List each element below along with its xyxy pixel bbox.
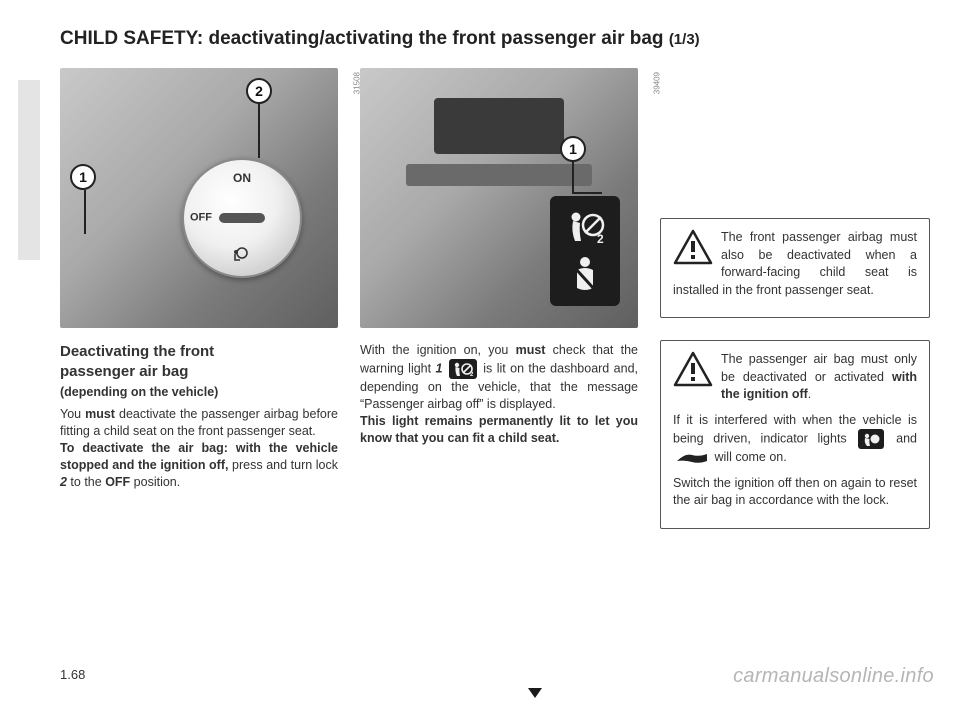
warning-light-panel: 2 xyxy=(550,196,620,306)
warning-triangle-icon xyxy=(673,229,713,271)
figure-2-dashboard: 39409 2 xyxy=(360,68,638,328)
corner-mark-icon xyxy=(528,688,542,698)
svg-text:2: 2 xyxy=(470,372,474,377)
image-id: 39409 xyxy=(652,72,663,94)
section-subheading: (depending on the vehicle) xyxy=(60,384,338,401)
figure-1-airbag-switch: 31508 ON OFF 2 xyxy=(60,68,338,328)
callout-1-label: 1 xyxy=(79,168,87,187)
leader-line xyxy=(572,162,574,192)
warning-triangle-icon xyxy=(673,351,713,393)
title-text: CHILD SAFETY: deactivating/activating th… xyxy=(60,28,664,49)
warning-box-2: The passenger air bag must only be deact… xyxy=(660,340,930,529)
page-number: 1.68 xyxy=(60,667,85,682)
leader-line xyxy=(84,190,86,234)
knob-on-label: ON xyxy=(233,170,251,186)
body-text: You must deactivate the passenger airbag… xyxy=(60,406,338,440)
callout-1-label: 1 xyxy=(569,140,577,159)
airbag-warning-icon xyxy=(858,429,884,449)
airbag-switch-knob: ON OFF xyxy=(182,158,302,278)
dashboard-controls xyxy=(406,164,592,186)
page-title: CHILD SAFETY: deactivating/activating th… xyxy=(60,28,930,50)
body-text: With the ignition on, you must check tha… xyxy=(360,342,638,413)
warning-box-1: The front passenger airbag must also be … xyxy=(660,218,930,318)
content-columns: 31508 ON OFF 2 xyxy=(60,68,930,551)
service-warning-icon xyxy=(675,451,709,465)
section-tab xyxy=(18,80,40,260)
knob-off-label: OFF xyxy=(190,211,212,226)
leader-line xyxy=(572,192,602,194)
section-heading: Deactivating the front passenger air bag xyxy=(60,342,338,383)
dashboard-radio xyxy=(434,98,564,154)
callout-2: 2 xyxy=(246,78,272,104)
column-1: 31508 ON OFF 2 xyxy=(60,68,338,551)
watermark: carmanualsonline.info xyxy=(733,665,934,688)
callout-1: 1 xyxy=(70,164,96,190)
title-page-fraction: (1/3) xyxy=(669,31,700,48)
column-3: The front passenger airbag must also be … xyxy=(660,68,930,551)
passenger-airbag-off-icon: 2 xyxy=(449,359,477,379)
body-text-bold: This light remains permanently lit to le… xyxy=(360,413,638,447)
passenger-airbag-off-icon: 2 xyxy=(563,207,607,247)
manual-page: CHILD SAFETY: deactivating/activating th… xyxy=(0,0,960,710)
leader-line xyxy=(258,104,260,158)
callout-1: 1 xyxy=(560,136,586,162)
body-text: To deactivate the air bag: with the vehi… xyxy=(60,440,338,491)
column-2: 39409 2 xyxy=(360,68,638,551)
svg-text:2: 2 xyxy=(597,232,604,246)
callout-2-label: 2 xyxy=(255,82,263,101)
seatbelt-icon xyxy=(563,252,607,296)
warning-text: If it is interfered with when the vehicl… xyxy=(673,412,917,467)
warning-text: Switch the ignition off then on again to… xyxy=(673,475,917,510)
airbag-icon xyxy=(232,247,252,268)
